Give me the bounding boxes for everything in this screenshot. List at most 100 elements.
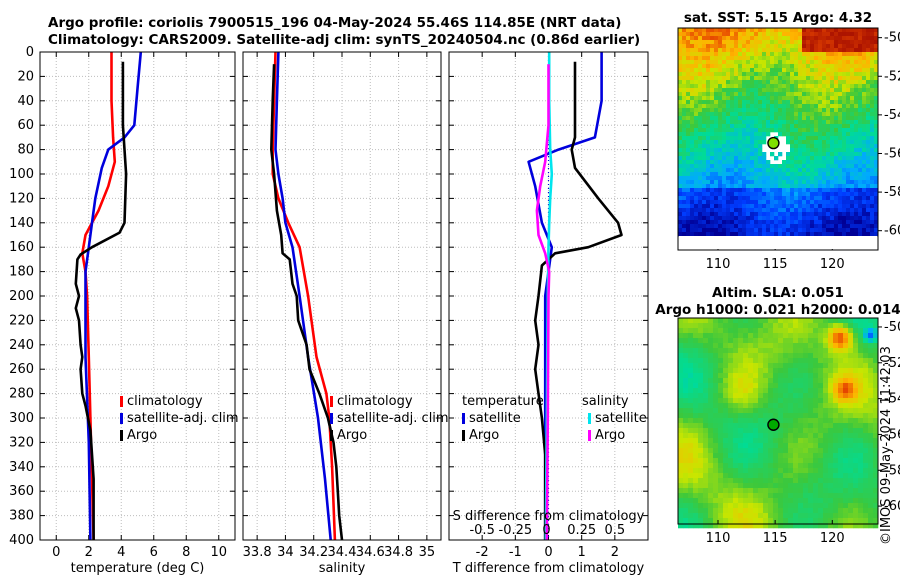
map-cell bbox=[826, 100, 831, 105]
map-cell bbox=[728, 358, 734, 364]
map-cell bbox=[746, 172, 751, 177]
map-cell bbox=[702, 172, 707, 177]
map-cell bbox=[768, 363, 774, 369]
map-cell bbox=[750, 224, 755, 229]
map-cell bbox=[734, 196, 739, 201]
map-cell bbox=[870, 40, 875, 45]
map-cell bbox=[693, 488, 699, 494]
map-cell bbox=[854, 40, 859, 45]
map-cell bbox=[790, 220, 795, 225]
map-cell bbox=[798, 36, 803, 41]
map-cell bbox=[718, 473, 724, 479]
map-cell bbox=[768, 403, 774, 409]
map-cell bbox=[842, 44, 847, 49]
map-cell bbox=[858, 363, 864, 369]
map-cell bbox=[688, 403, 694, 409]
map-cell bbox=[818, 60, 823, 65]
map-cell bbox=[748, 383, 754, 389]
map-cell bbox=[846, 40, 851, 45]
map-cell bbox=[734, 200, 739, 205]
map-cell bbox=[733, 513, 739, 519]
map-cell bbox=[870, 48, 875, 53]
map-cell bbox=[874, 184, 879, 189]
map-cell bbox=[734, 112, 739, 117]
map-cell bbox=[753, 318, 759, 324]
map-cell bbox=[730, 144, 735, 149]
map-y-tick-label: -60 bbox=[884, 224, 900, 239]
map-cell bbox=[762, 208, 767, 213]
map-cell bbox=[754, 156, 759, 161]
map-cell bbox=[802, 108, 807, 113]
map-cell bbox=[713, 378, 719, 384]
map-cell bbox=[748, 353, 754, 359]
map-cell bbox=[698, 72, 703, 77]
map-cell bbox=[750, 76, 755, 81]
map-cell bbox=[722, 188, 727, 193]
map-cell bbox=[866, 84, 871, 89]
map-cell bbox=[866, 68, 871, 73]
map-cell bbox=[702, 84, 707, 89]
map-cell bbox=[854, 204, 859, 209]
map-cell bbox=[718, 383, 724, 389]
map-cell bbox=[698, 488, 704, 494]
map-cell bbox=[808, 493, 814, 499]
map-cell bbox=[718, 140, 723, 145]
map-cell bbox=[714, 152, 719, 157]
map-cell bbox=[706, 124, 711, 129]
map-cell bbox=[743, 468, 749, 474]
map-cell bbox=[758, 76, 763, 81]
map-cell bbox=[834, 68, 839, 73]
top-x-tick-label: 0.25 bbox=[567, 523, 596, 538]
map-cell bbox=[698, 148, 703, 153]
map-cell bbox=[793, 403, 799, 409]
map-cell bbox=[678, 44, 683, 49]
map-cell bbox=[850, 136, 855, 141]
map-cell bbox=[703, 333, 709, 339]
map-cell bbox=[722, 180, 727, 185]
map-cell bbox=[762, 216, 767, 221]
map-cell bbox=[726, 200, 731, 205]
map-cell bbox=[683, 418, 689, 424]
map-cell bbox=[753, 373, 759, 379]
map-cell bbox=[874, 228, 879, 233]
map-cell bbox=[750, 52, 755, 57]
map-cell bbox=[694, 224, 699, 229]
panel-difference: -2 -1 0 1 2T difference from climatologytemp… bbox=[448, 51, 649, 576]
map-cell bbox=[754, 40, 759, 45]
map-cell bbox=[686, 116, 691, 121]
map-cell bbox=[678, 448, 684, 454]
map-cell bbox=[788, 453, 794, 459]
map-cell bbox=[873, 523, 879, 529]
map-cell bbox=[848, 423, 854, 429]
map-cell bbox=[738, 418, 744, 424]
map-cell bbox=[838, 88, 843, 93]
map-cell bbox=[858, 108, 863, 113]
map-cell bbox=[822, 144, 827, 149]
map-cell bbox=[798, 478, 804, 484]
map-cell bbox=[854, 180, 859, 185]
map-cell bbox=[702, 72, 707, 77]
map-cell bbox=[808, 338, 814, 344]
map-cell bbox=[830, 104, 835, 109]
map-cell bbox=[773, 343, 779, 349]
map-cell bbox=[728, 503, 734, 509]
map-cell bbox=[778, 92, 783, 97]
map-cell bbox=[863, 468, 869, 474]
map-cell bbox=[682, 216, 687, 221]
map-cell bbox=[806, 180, 811, 185]
map-cell bbox=[763, 438, 769, 444]
map-cell bbox=[758, 200, 763, 205]
map-cell bbox=[794, 228, 799, 233]
map-cell bbox=[846, 116, 851, 121]
map-cell bbox=[758, 80, 763, 85]
map-cell bbox=[758, 428, 764, 434]
map-cell bbox=[718, 172, 723, 177]
map-cell bbox=[742, 208, 747, 213]
map-cell bbox=[826, 104, 831, 109]
map-cell bbox=[683, 448, 689, 454]
map-cell bbox=[743, 423, 749, 429]
map-cell bbox=[718, 196, 723, 201]
map-cell bbox=[778, 523, 784, 529]
map-cell bbox=[698, 478, 704, 484]
map-cell bbox=[793, 378, 799, 384]
